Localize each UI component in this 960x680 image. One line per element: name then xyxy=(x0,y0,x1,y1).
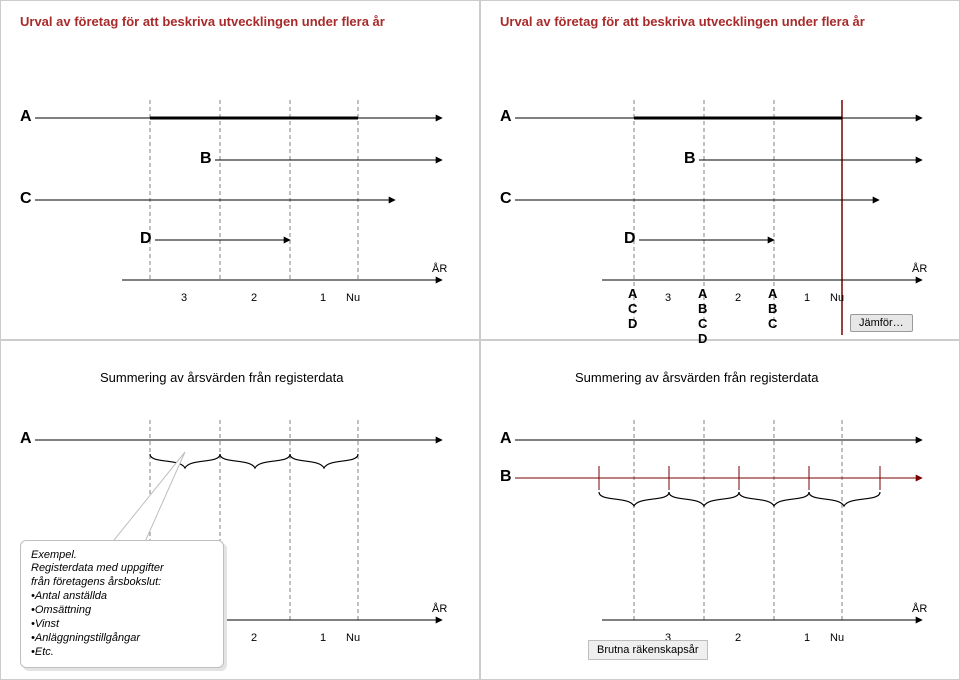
tl-title: Urval av företag för att beskriva utveck… xyxy=(20,14,385,29)
tl-tick-nu: Nu xyxy=(346,292,360,304)
tr-tick-3: 3 xyxy=(665,292,671,304)
tr-col-2: A B C D xyxy=(698,286,707,346)
bl-tick-nu: Nu xyxy=(346,632,360,644)
col-letter: A xyxy=(628,286,637,301)
bl-year-label: ÅR xyxy=(432,603,447,615)
tl-diagram xyxy=(35,100,442,280)
broken-fiscal-year-badge: Brutna räkenskapsår xyxy=(588,640,708,660)
tr-row-B: B xyxy=(684,150,696,168)
tr-year-label: ÅR xyxy=(912,263,927,275)
bl-tick-2: 2 xyxy=(251,632,257,644)
tl-tick-3: 3 xyxy=(181,292,187,304)
br-tick-1: 1 xyxy=(804,632,810,644)
col-letter: C xyxy=(768,316,777,331)
col-letter: A xyxy=(698,286,707,301)
tl-row-C: C xyxy=(20,190,32,208)
tr-tick-2: 2 xyxy=(735,292,741,304)
br-row-B: B xyxy=(500,468,512,486)
compare-button[interactable]: Jämför… xyxy=(850,314,913,332)
br-tick-nu: Nu xyxy=(830,632,844,644)
tl-row-D: D xyxy=(140,230,152,248)
br-diagram xyxy=(515,420,922,620)
br-title: Summering av årsvärden från registerdata xyxy=(575,370,819,385)
br-row-A: A xyxy=(500,430,512,448)
note-bullet: •Antal anställda xyxy=(31,589,213,603)
tr-tick-1: 1 xyxy=(804,292,810,304)
tl-tick-1: 1 xyxy=(320,292,326,304)
tr-col-3: A B C xyxy=(768,286,777,331)
tr-row-C: C xyxy=(500,190,512,208)
tl-tick-2: 2 xyxy=(251,292,257,304)
col-letter: B xyxy=(768,301,777,316)
tl-year-label: ÅR xyxy=(432,263,447,275)
note-bullet: •Vinst xyxy=(31,617,213,631)
bl-row-A: A xyxy=(20,430,32,448)
tr-row-A: A xyxy=(500,108,512,126)
col-letter: D xyxy=(698,331,707,346)
note-bullet: •Omsättning xyxy=(31,603,213,617)
slide: Urval av företag för att beskriva utveck… xyxy=(0,0,960,679)
col-letter: B xyxy=(698,301,707,316)
note-line: från företagens årsbokslut: xyxy=(31,575,213,589)
tr-title: Urval av företag för att beskriva utveck… xyxy=(500,14,865,29)
tr-col-1: A C D xyxy=(628,286,637,331)
col-letter: A xyxy=(768,286,777,301)
col-letter: C xyxy=(698,316,707,331)
bl-tick-1: 1 xyxy=(320,632,326,644)
br-year-label: ÅR xyxy=(912,603,927,615)
br-tick-2: 2 xyxy=(735,632,741,644)
note-line: Registerdata med uppgifter xyxy=(31,561,213,575)
bl-title: Summering av årsvärden från registerdata xyxy=(100,370,344,385)
tl-row-A: A xyxy=(20,108,32,126)
note-bullet: •Etc. xyxy=(31,645,213,659)
col-letter: C xyxy=(628,301,637,316)
note-head: Exempel. xyxy=(31,549,213,561)
col-letter: D xyxy=(628,316,637,331)
tr-diagram xyxy=(515,100,922,335)
tr-row-D: D xyxy=(624,230,636,248)
example-callout: Exempel. Registerdata med uppgifter från… xyxy=(20,540,224,668)
tl-row-B: B xyxy=(200,150,212,168)
tr-tick-nu: Nu xyxy=(830,292,844,304)
note-bullet: •Anläggningstillgångar xyxy=(31,631,213,645)
